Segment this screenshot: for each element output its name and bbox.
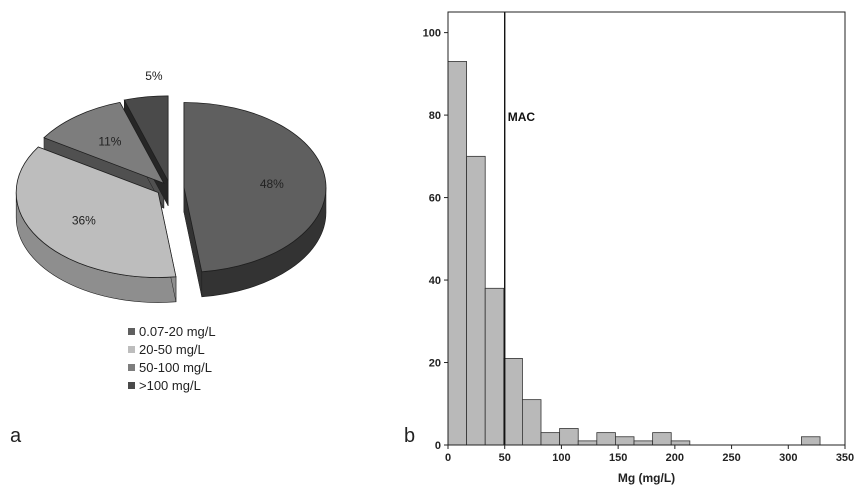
legend-label-2: 50-100 mg/L	[139, 360, 212, 375]
y-tick-label-3: 60	[429, 193, 441, 205]
panel-label-a: a	[10, 425, 22, 447]
legend-label-0: 0.07-20 mg/L	[139, 324, 216, 339]
histogram-bar-0	[447, 61, 468, 446]
legend-swatch-0	[128, 328, 135, 335]
histogram-bar-5	[540, 432, 561, 446]
histogram-bar-8	[596, 432, 616, 446]
histogram-bars	[447, 61, 821, 446]
histogram-bar-7	[577, 440, 598, 446]
legend-swatch-2	[128, 364, 135, 371]
x-tick-label-2: 100	[552, 452, 570, 464]
x-tick-label-4: 200	[666, 452, 684, 464]
histogram-panel: MAC 0 20 40 60 80 100 0 50 100 150 200 250 300 350 Mg (…	[400, 0, 858, 492]
y-tick-label-1: 20	[429, 358, 441, 370]
x-tick-label-0: 0	[445, 452, 451, 464]
histogram-bar-10	[633, 440, 654, 446]
y-tick-label-4: 80	[429, 110, 441, 122]
pie-slice-1	[15, 146, 177, 278]
legend-swatch-3	[128, 382, 135, 389]
x-tick-label-1: 50	[499, 452, 511, 464]
legend-swatch-1	[128, 346, 135, 353]
legend-label-1: 20-50 mg/L	[139, 342, 205, 357]
pie-slice-3	[123, 95, 169, 182]
histogram-bar-3	[503, 357, 523, 446]
x-tick-label-5: 250	[722, 452, 740, 464]
pie-legend: 0.07-20 mg/L 20-50 mg/L 50-100 mg/L >100 mg…	[128, 324, 216, 393]
pie-chart-panel: 48% 36% 11% 5% 0.07-20 mg/L 20-50 mg/L 50-100 …	[0, 0, 400, 492]
histogram-chart: MAC 0 20 40 60 80 100 0 50 100 150 200 250 300 350 Mg (…	[423, 11, 854, 485]
x-axis: 0 50 100 150 200 250 300 350 Mg (mg/L)	[445, 445, 854, 485]
pie-label-2: 11%	[98, 135, 121, 149]
plot-frame	[447, 11, 846, 446]
histogram-bar-2	[484, 287, 505, 446]
panel-label-b: b	[404, 425, 416, 447]
histogram-bar-6	[559, 428, 579, 446]
histogram-bar-11	[652, 432, 672, 446]
y-tick-label-0: 0	[435, 440, 441, 452]
y-tick-label-5: 100	[423, 28, 441, 40]
pie-top-faces: 48% 36% 11% 5%	[15, 69, 327, 278]
histogram-bar-1	[466, 155, 486, 446]
legend-label-3: >100 mg/L	[139, 378, 201, 393]
pie-label-3: 5%	[145, 69, 163, 83]
pie-chart: 48% 36% 11% 5% 0.07-20 mg/L 20-50 mg/L 50-100 …	[15, 69, 327, 393]
y-tick-label-2: 40	[429, 275, 441, 287]
pie-label-1: 36%	[72, 214, 96, 228]
histogram-bar-19	[801, 436, 821, 446]
x-tick-label-3: 150	[609, 452, 627, 464]
x-tick-label-7: 350	[836, 452, 854, 464]
pie-slice-0	[183, 102, 327, 273]
mac-label: MAC	[508, 110, 536, 124]
pie-slice-2	[43, 101, 165, 185]
x-tick-label-6: 300	[779, 452, 797, 464]
x-axis-title: Mg (mg/L)	[618, 471, 675, 485]
histogram-bar-9	[615, 436, 635, 446]
y-axis: 0 20 40 60 80 100	[423, 28, 448, 452]
histogram-bar-12	[670, 440, 691, 446]
pie-label-0: 48%	[260, 177, 284, 191]
histogram-bar-4	[522, 399, 542, 446]
